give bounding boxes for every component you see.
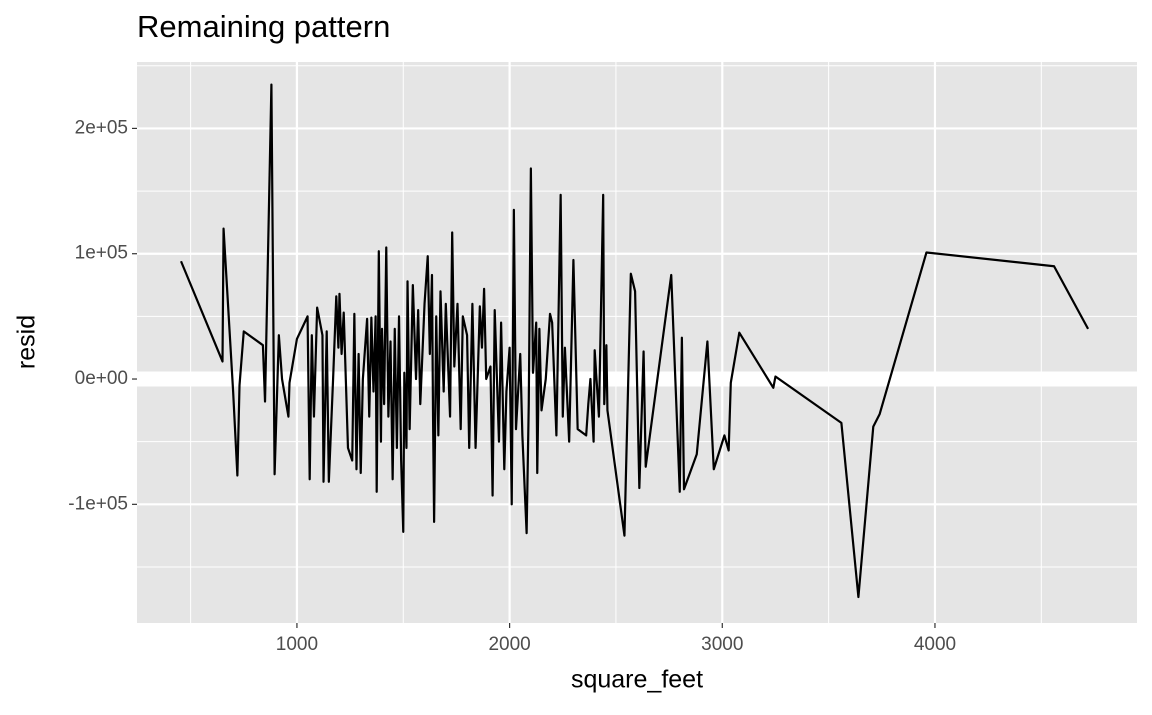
y-tick-label: 2e+05 — [75, 117, 128, 138]
x-tick-label: 3000 — [701, 634, 743, 655]
y-tick-label: 0e+00 — [75, 368, 128, 389]
x-axis-label: square_feet — [571, 666, 703, 694]
x-tick-label: 2000 — [488, 634, 530, 655]
y-axis-label: resid — [13, 315, 41, 369]
y-tick-label: -1e+05 — [68, 493, 128, 514]
y-tick-label: 1e+05 — [75, 243, 128, 264]
data-line — [180, 83, 1090, 599]
x-tick-label: 1000 — [276, 634, 318, 655]
chart-title: Remaining pattern — [137, 9, 390, 44]
x-tick-label: 4000 — [914, 634, 956, 655]
